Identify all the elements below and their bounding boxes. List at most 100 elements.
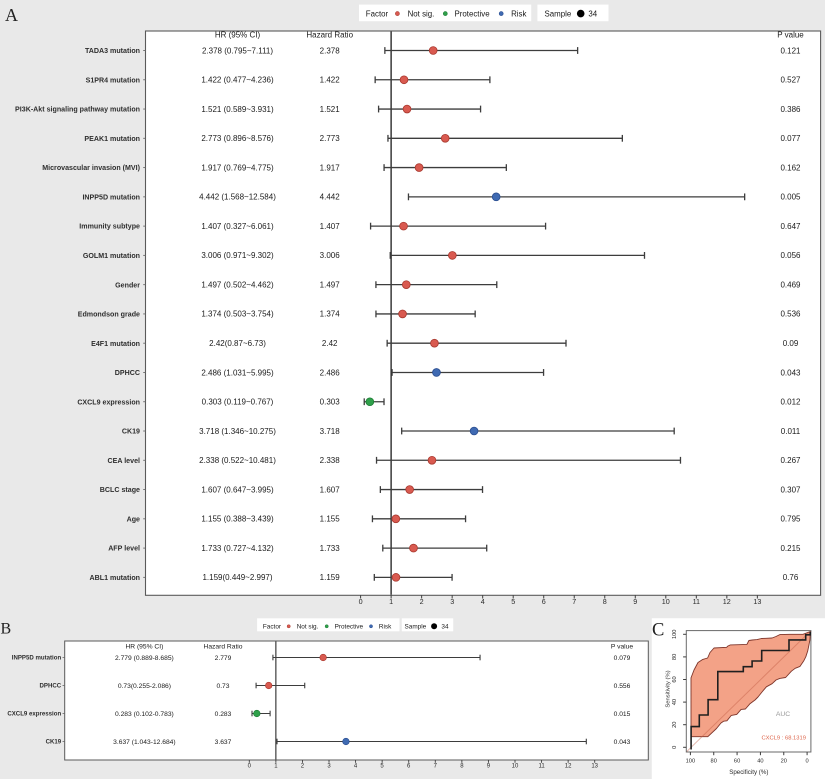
svg-text:0.162: 0.162 xyxy=(780,163,801,172)
svg-text:3: 3 xyxy=(450,597,454,606)
svg-text:1.497: 1.497 xyxy=(320,281,341,290)
svg-text:1.374 (0.503~3.754): 1.374 (0.503~3.754) xyxy=(201,310,274,319)
svg-text:Immunity subtype: Immunity subtype xyxy=(79,223,140,231)
svg-text:2.486: 2.486 xyxy=(320,368,341,377)
svg-text:3: 3 xyxy=(327,763,331,769)
svg-text:0.527: 0.527 xyxy=(780,76,801,85)
svg-text:0.283: 0.283 xyxy=(215,711,232,718)
svg-text:20: 20 xyxy=(672,722,678,728)
svg-text:40: 40 xyxy=(672,699,678,705)
svg-text:Risk: Risk xyxy=(511,9,526,18)
svg-text:CXCL9 expression: CXCL9 expression xyxy=(77,398,140,406)
svg-text:0.73: 0.73 xyxy=(216,683,229,690)
svg-text:4: 4 xyxy=(354,763,358,769)
svg-text:20: 20 xyxy=(781,758,787,764)
svg-text:BCLC stage: BCLC stage xyxy=(100,486,140,494)
svg-text:1.733: 1.733 xyxy=(320,544,341,553)
svg-text:2.773 (0.896~8.576): 2.773 (0.896~8.576) xyxy=(201,134,274,143)
svg-text:0.76: 0.76 xyxy=(783,573,799,582)
svg-text:5: 5 xyxy=(511,597,515,606)
svg-text:2.378: 2.378 xyxy=(320,46,341,55)
svg-text:2.338: 2.338 xyxy=(320,456,341,465)
svg-text:0.09: 0.09 xyxy=(783,339,799,348)
svg-text:4.442 (1.568~12.584): 4.442 (1.568~12.584) xyxy=(199,193,276,202)
svg-text:Not sig.: Not sig. xyxy=(408,9,435,18)
svg-text:0: 0 xyxy=(672,746,678,749)
svg-text:Risk: Risk xyxy=(379,624,392,631)
svg-text:CXCL9 : 68.1319: CXCL9 : 68.1319 xyxy=(761,736,805,742)
svg-text:HR (95% CI): HR (95% CI) xyxy=(125,644,163,651)
svg-text:0.056: 0.056 xyxy=(780,251,801,260)
svg-text:9: 9 xyxy=(487,763,491,769)
svg-text:0.121: 0.121 xyxy=(780,46,801,55)
svg-text:0.469: 0.469 xyxy=(780,281,801,290)
svg-text:80: 80 xyxy=(672,654,678,660)
svg-text:Protective: Protective xyxy=(335,624,364,631)
svg-text:1.159(0.449~2.997): 1.159(0.449~2.997) xyxy=(202,573,272,582)
svg-text:0.73(0.255-2.086): 0.73(0.255-2.086) xyxy=(118,683,171,690)
svg-text:0.215: 0.215 xyxy=(780,544,801,553)
svg-text:0: 0 xyxy=(248,763,252,769)
svg-text:DPHCC: DPHCC xyxy=(115,369,140,377)
svg-text:1.159: 1.159 xyxy=(320,573,341,582)
svg-text:S1PR4 mutation: S1PR4 mutation xyxy=(86,76,140,84)
svg-text:13: 13 xyxy=(591,763,598,769)
svg-text:0.011: 0.011 xyxy=(781,427,801,436)
svg-text:1: 1 xyxy=(389,597,393,606)
svg-text:CXCL9 expression: CXCL9 expression xyxy=(7,711,61,718)
svg-text:P value: P value xyxy=(777,30,804,39)
svg-text:2.338 (0.522~10.481): 2.338 (0.522~10.481) xyxy=(199,456,276,465)
svg-text:1.917 (0.769~4.775): 1.917 (0.769~4.775) xyxy=(201,163,274,172)
svg-text:2.779 (0.889-8.685): 2.779 (0.889-8.685) xyxy=(115,655,174,662)
svg-text:7: 7 xyxy=(572,597,576,606)
svg-text:5: 5 xyxy=(380,763,384,769)
svg-text:1.607: 1.607 xyxy=(320,485,341,494)
svg-text:AUC: AUC xyxy=(776,711,790,718)
svg-text:Sample: Sample xyxy=(405,624,427,631)
svg-text:0.077: 0.077 xyxy=(780,134,801,143)
svg-text:CK19: CK19 xyxy=(122,428,140,436)
svg-text:8: 8 xyxy=(603,597,607,606)
svg-text:1.374: 1.374 xyxy=(320,310,341,319)
svg-text:HR (95% CI): HR (95% CI) xyxy=(215,30,261,39)
svg-text:0.647: 0.647 xyxy=(780,222,801,231)
svg-text:ABL1 mutation: ABL1 mutation xyxy=(90,574,140,582)
svg-text:0.556: 0.556 xyxy=(614,683,631,690)
svg-text:E4F1 mutation: E4F1 mutation xyxy=(91,340,140,348)
svg-text:0.005: 0.005 xyxy=(780,193,801,202)
svg-text:80: 80 xyxy=(711,758,717,764)
svg-text:1.733 (0.727~4.132): 1.733 (0.727~4.132) xyxy=(201,544,274,553)
svg-text:0.043: 0.043 xyxy=(780,368,801,377)
svg-text:B: B xyxy=(1,621,12,638)
svg-text:100: 100 xyxy=(672,630,678,640)
svg-text:3.718: 3.718 xyxy=(320,427,341,436)
svg-text:1.155 (0.388~3.439): 1.155 (0.388~3.439) xyxy=(201,515,274,524)
svg-text:7: 7 xyxy=(434,763,438,769)
svg-text:1.422 (0.477~4.236): 1.422 (0.477~4.236) xyxy=(201,76,274,85)
svg-text:1.607 (0.647~3.995): 1.607 (0.647~3.995) xyxy=(201,485,274,494)
svg-text:CEA level: CEA level xyxy=(108,457,140,465)
svg-text:Sensitivity (%): Sensitivity (%) xyxy=(665,670,671,707)
svg-text:2.773: 2.773 xyxy=(320,134,341,143)
svg-text:2: 2 xyxy=(301,763,305,769)
svg-text:3.637: 3.637 xyxy=(215,739,232,746)
svg-text:Edmondson grade: Edmondson grade xyxy=(78,311,140,319)
svg-text:2.42: 2.42 xyxy=(322,339,338,348)
svg-text:0.267: 0.267 xyxy=(780,456,801,465)
svg-text:Age: Age xyxy=(127,515,140,523)
svg-text:INPP5D mutation: INPP5D mutation xyxy=(82,193,140,201)
svg-text:60: 60 xyxy=(734,758,740,764)
svg-text:40: 40 xyxy=(757,758,763,764)
svg-text:1.521 (0.589~3.931): 1.521 (0.589~3.931) xyxy=(201,105,274,114)
svg-text:3.718 (1.346~10.275): 3.718 (1.346~10.275) xyxy=(199,427,276,436)
svg-text:2: 2 xyxy=(420,597,424,606)
svg-text:Sample: Sample xyxy=(545,9,572,18)
svg-text:0.386: 0.386 xyxy=(780,105,801,114)
svg-text:Microvascular invasion (MVI): Microvascular invasion (MVI) xyxy=(42,164,140,172)
svg-text:1.521: 1.521 xyxy=(320,105,341,114)
svg-text:2.486 (1.031~5.995): 2.486 (1.031~5.995) xyxy=(201,368,274,377)
svg-text:PEAK1 mutation: PEAK1 mutation xyxy=(84,135,140,143)
svg-text:2.779: 2.779 xyxy=(215,655,232,662)
svg-text:INPP5D mutation: INPP5D mutation xyxy=(12,655,62,662)
svg-text:0.303: 0.303 xyxy=(320,398,341,407)
